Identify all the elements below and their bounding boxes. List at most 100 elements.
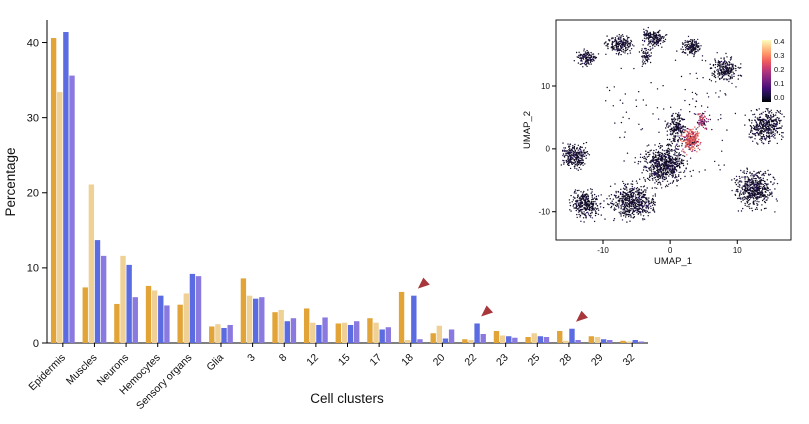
bar-series_1-23	[493, 330, 500, 343]
bar-series_1-Muscles	[82, 287, 88, 343]
bar-series_4-29	[607, 339, 613, 343]
bar-series_2-22	[468, 339, 474, 343]
bar-series_4-20	[448, 329, 455, 343]
y-tick-label: 20	[27, 188, 39, 200]
bar-series_2-32	[626, 341, 632, 343]
bar-series_1-25	[525, 336, 531, 343]
bar-series_1-8	[272, 312, 278, 343]
bar-series_3-18	[411, 295, 417, 343]
bar-series_4-18	[417, 339, 423, 343]
x-tick-label: 15	[336, 352, 353, 369]
umap-y-tick-label: -10	[538, 208, 550, 217]
bar-series_1-32	[620, 340, 626, 343]
x-tick-label: 32	[621, 352, 638, 369]
bar-series_2-17	[373, 322, 379, 343]
bar-series_2-3	[246, 295, 253, 343]
colorbar-tick-label: 0.1	[774, 79, 784, 88]
x-tick-label: Muscles	[64, 352, 100, 388]
umap-x-tick-label: 10	[733, 246, 742, 255]
y-tick-label: 0	[33, 338, 39, 350]
bar-series_2-Neurons	[120, 255, 126, 343]
bar-series_4-Hemocytes	[164, 305, 170, 343]
bar-series_4-3	[259, 297, 265, 343]
arrowhead-annotation-18	[417, 277, 430, 289]
bar-series_2-Muscles	[88, 184, 95, 343]
y-axis-title: Percentage	[3, 147, 18, 216]
y-tick-label: 10	[27, 263, 39, 275]
bar-series_3-8	[284, 321, 290, 343]
bar-series_1-15	[335, 323, 341, 343]
bar-series_2-23	[499, 335, 506, 343]
bar-series_3-Muscles	[94, 240, 101, 343]
bar-series_3-Glia	[221, 327, 227, 343]
bar-series_1-12	[303, 308, 310, 343]
bar-series_4-22	[480, 333, 486, 343]
x-tick-label: 25	[526, 352, 543, 369]
bar-series_1-28	[557, 330, 563, 343]
bar-series_4-25	[543, 336, 550, 343]
bar-series_2-Glia	[215, 324, 221, 343]
bar-series_2-18	[405, 339, 411, 343]
bar-series_1-3	[240, 278, 247, 343]
bar-series_3-17	[379, 329, 385, 343]
bar-series_3-3	[252, 298, 259, 343]
bar-series_3-22	[474, 323, 480, 343]
bar-series_4-17	[385, 327, 392, 343]
bar-series_3-20	[442, 338, 449, 343]
bar-series_2-Hemocytes	[151, 290, 158, 343]
bar-series_3-23	[506, 336, 512, 343]
bar-series_2-Epidermis	[57, 92, 63, 343]
umap-y-axis-title: UMAP_2	[522, 111, 533, 149]
colorbar	[762, 40, 771, 102]
bar-series_4-Epidermis	[69, 75, 75, 343]
bar-series_1-Neurons	[114, 303, 120, 343]
x-axis-title: Cell clusters	[310, 391, 384, 406]
bar-series_2-29	[594, 336, 601, 343]
bar-series_3-28	[569, 328, 575, 343]
bar-series_1-Glia	[209, 326, 215, 343]
bar-series_4-8	[290, 318, 297, 343]
bar-series_2-15	[341, 322, 348, 343]
y-tick-label: 40	[27, 37, 39, 49]
umap-inset: UMAP_1 UMAP_2 -10 0 10 -10 0 10 0.4 0.3 0.2 0.1 0.…	[516, 2, 808, 278]
bar-series_4-32	[638, 341, 645, 343]
umap-x-axis-title: UMAP_1	[654, 256, 692, 267]
x-tick-label: 22	[462, 352, 479, 369]
umap-canvas: UMAP_1 UMAP_2 -10 0 10 -10 0 10 0.4 0.3 0.2 0.1 0.…	[522, 19, 792, 267]
bar-series_4-Sensory organs	[195, 276, 202, 343]
bar-series_3-29	[600, 339, 607, 343]
colorbar-tick-label: 0.4	[774, 37, 784, 46]
bar-series_4-12	[322, 317, 328, 343]
bar-series_1-18	[398, 291, 405, 343]
x-tick-label: Epidermis	[26, 352, 67, 393]
x-tick-label: 28	[557, 352, 574, 369]
x-tick-label: 12	[304, 352, 321, 369]
colorbar-tick-label: 0.0	[774, 93, 784, 102]
y-tick-label: 30	[27, 112, 39, 124]
bar-series_3-Sensory organs	[189, 273, 196, 343]
umap-panel-border	[555, 19, 792, 241]
umap-points	[560, 26, 785, 223]
arrowhead-annotation-28	[575, 310, 588, 322]
x-tick-label: 20	[431, 352, 448, 369]
x-tick-label: 3	[245, 352, 258, 365]
bar-series_3-32	[632, 339, 638, 343]
x-tick-label: 17	[368, 352, 385, 369]
bar-series_2-25	[531, 333, 537, 343]
umap-y-tick-label: 10	[541, 82, 550, 91]
bar-series_3-12	[316, 324, 322, 343]
bar-series_1-Hemocytes	[145, 285, 152, 343]
bar-series_4-15	[354, 321, 360, 343]
bar-series_3-15	[347, 324, 354, 343]
bar-series_1-20	[430, 333, 436, 343]
bar-series_4-28	[575, 339, 581, 343]
bar-series_3-Epidermis	[63, 32, 69, 343]
bar-series_1-22	[462, 339, 468, 343]
x-tick-label: 8	[277, 352, 290, 365]
bar-series_3-Neurons	[126, 264, 132, 343]
x-tick-label: 18	[399, 352, 416, 369]
umap-x-tick-label: -10	[597, 246, 609, 255]
bar-series_3-Hemocytes	[158, 295, 164, 343]
bar-series_2-8	[278, 309, 284, 343]
